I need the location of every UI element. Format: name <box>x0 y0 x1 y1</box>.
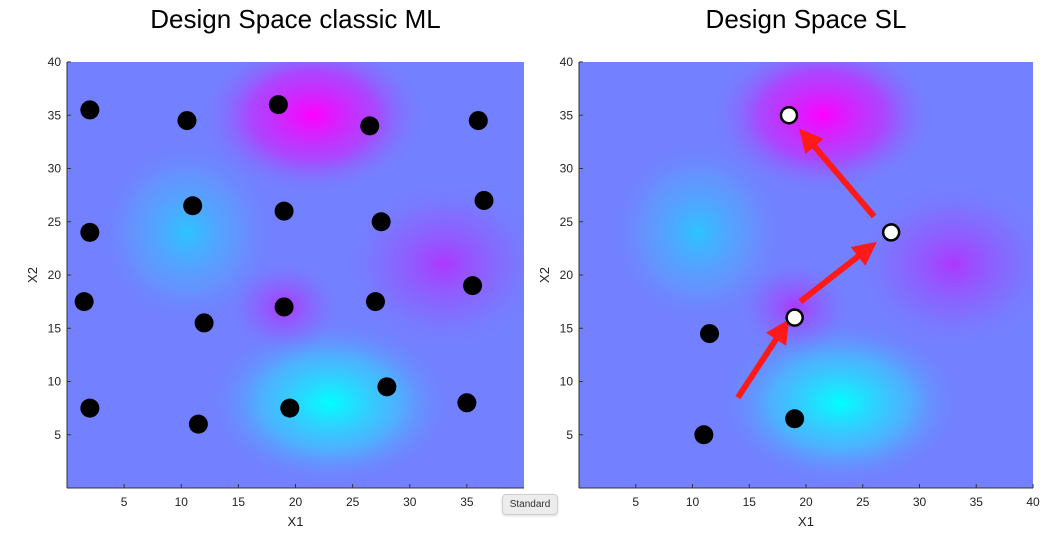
black-data-point <box>183 196 203 216</box>
y-tick-label: 40 <box>560 55 574 69</box>
y-tick-label: 25 <box>560 215 574 229</box>
y-tick-label: 15 <box>560 321 574 335</box>
black-data-point <box>74 292 94 312</box>
black-data-point <box>377 377 397 397</box>
x-tick-label: 40 <box>1026 495 1040 509</box>
red-arrow <box>798 241 877 304</box>
x-axis-label: X1 <box>288 514 304 529</box>
y-axis-label: X2 <box>537 267 552 283</box>
y-tick-label: 5 <box>566 428 573 442</box>
y-axis-label: X2 <box>25 267 40 283</box>
x-tick-label: 30 <box>403 495 417 509</box>
x-tick-label: 15 <box>232 495 246 509</box>
black-data-point <box>360 116 380 136</box>
black-data-point <box>80 398 100 418</box>
x-tick-label: 20 <box>799 495 813 509</box>
y-tick-label: 35 <box>48 108 62 122</box>
black-data-point <box>194 313 214 333</box>
black-data-point <box>280 398 300 418</box>
black-data-point <box>188 414 208 434</box>
chart-panel-1: Design Space classic ML 5 10 15 20 25 30 35 5 10 1… <box>25 4 524 529</box>
y-tick-label: 40 <box>48 55 62 69</box>
black-data-point <box>694 425 714 445</box>
y-tick-label: 5 <box>54 428 61 442</box>
heatmap-blob <box>851 179 1033 350</box>
red-arrow <box>735 319 790 400</box>
x-tick-label: 10 <box>686 495 700 509</box>
black-data-point <box>371 212 391 232</box>
black-data-point <box>700 324 720 344</box>
plot-area <box>579 62 1033 488</box>
black-data-point <box>80 100 100 120</box>
x-tick-label: 5 <box>632 495 639 509</box>
black-data-point <box>274 297 294 317</box>
y-tick-label: 15 <box>48 321 62 335</box>
heatmap-blob <box>198 62 427 196</box>
black-data-point <box>468 111 488 131</box>
heatmap-blob <box>715 317 965 488</box>
y-tick-label: 10 <box>48 375 62 389</box>
x-tick-label: 15 <box>743 495 757 509</box>
black-data-point <box>268 95 288 115</box>
y-tick-label: 20 <box>560 268 574 282</box>
black-data-point <box>80 222 100 242</box>
black-data-point <box>463 276 483 296</box>
x-tick-label: 5 <box>121 495 128 509</box>
y-tick-label: 25 <box>48 215 62 229</box>
y-tick-label: 10 <box>560 375 574 389</box>
heatmap-blob <box>607 136 789 329</box>
white-data-point <box>785 308 804 327</box>
x-tick-label: 25 <box>856 495 870 509</box>
x-tick-label: 20 <box>289 495 303 509</box>
y-tick-label: 35 <box>560 108 574 122</box>
black-data-point <box>474 190 494 210</box>
black-data-point <box>457 393 477 413</box>
plot-area <box>67 62 524 488</box>
white-data-point <box>779 106 799 125</box>
y-tick-label: 30 <box>48 162 62 176</box>
x-tick-label: 35 <box>970 495 984 509</box>
x-tick-label: 35 <box>460 495 474 509</box>
x-axis-label: X1 <box>798 514 814 529</box>
x-tick-label: 25 <box>346 495 360 509</box>
black-data-point <box>785 409 805 429</box>
black-data-point <box>274 201 294 221</box>
standard-badge[interactable]: Standard <box>502 494 558 515</box>
black-data-point <box>365 292 385 312</box>
chart-panel-2: Design Space SL 5 10 15 20 25 30 35 40 5 10 15 20 25 3… <box>537 4 1040 529</box>
chart-title: Design Space classic ML <box>150 4 440 34</box>
heatmap-blob <box>95 136 279 329</box>
y-tick-label: 20 <box>48 268 62 282</box>
heatmap-blob <box>204 317 456 488</box>
white-data-point <box>881 223 901 242</box>
red-arrow <box>798 128 877 219</box>
heatmap-blob <box>709 62 937 196</box>
x-tick-label: 10 <box>175 495 189 509</box>
chart-title: Design Space SL <box>706 4 907 34</box>
x-tick-label: 30 <box>913 495 927 509</box>
y-tick-label: 30 <box>560 162 574 176</box>
black-data-point <box>177 111 197 131</box>
